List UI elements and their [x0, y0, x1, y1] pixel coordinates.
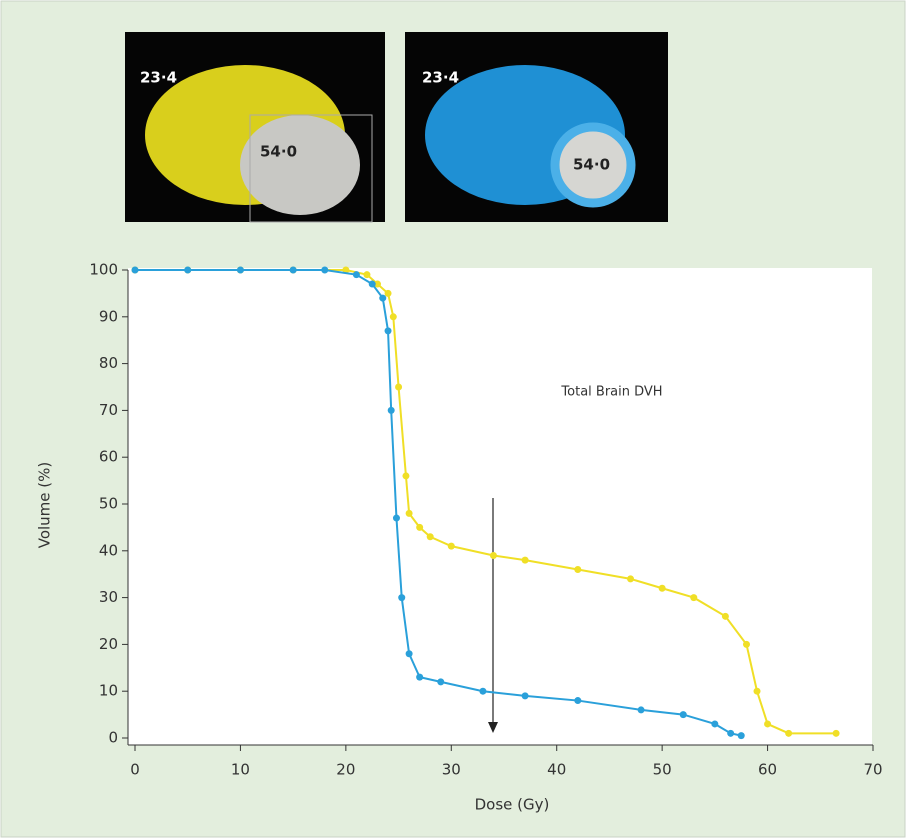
- x-axis-label: Dose (Gy): [475, 796, 550, 814]
- data-point: [427, 533, 434, 540]
- data-point: [290, 267, 297, 274]
- data-point: [743, 641, 750, 648]
- x-tick-label: 50: [653, 761, 672, 779]
- data-point: [416, 524, 423, 531]
- y-tick-label: 100: [89, 261, 118, 279]
- y-tick-label: 30: [99, 588, 118, 606]
- image-label: 54·0: [260, 143, 297, 161]
- data-point: [353, 271, 360, 278]
- data-point: [690, 594, 697, 601]
- data-point: [385, 290, 392, 297]
- image-label: 23·4: [140, 69, 177, 87]
- y-tick-label: 50: [99, 495, 118, 513]
- data-point: [416, 674, 423, 681]
- data-point: [574, 566, 581, 573]
- x-tick-label: 0: [130, 761, 140, 779]
- data-point: [390, 313, 397, 320]
- image-label: 23·4: [422, 69, 459, 87]
- plot-area: [128, 268, 872, 745]
- data-point: [627, 575, 634, 582]
- x-tick-label: 60: [758, 761, 777, 779]
- data-point: [522, 557, 529, 564]
- y-tick-label: 40: [99, 541, 118, 559]
- data-point: [490, 552, 497, 559]
- data-point: [406, 510, 413, 517]
- data-point: [363, 271, 370, 278]
- data-point: [522, 692, 529, 699]
- data-point: [738, 732, 745, 739]
- y-tick-label: 80: [99, 354, 118, 372]
- data-point: [406, 650, 413, 657]
- data-point: [448, 543, 455, 550]
- data-point: [638, 706, 645, 713]
- data-point: [764, 720, 771, 727]
- data-point: [385, 327, 392, 334]
- data-point: [402, 472, 409, 479]
- data-point: [237, 267, 244, 274]
- data-point: [711, 720, 718, 727]
- data-point: [132, 267, 139, 274]
- y-tick-label: 60: [99, 448, 118, 466]
- data-point: [574, 697, 581, 704]
- data-point: [321, 267, 328, 274]
- y-tick-label: 0: [108, 729, 118, 747]
- data-point: [659, 585, 666, 592]
- x-tick-label: 30: [442, 761, 461, 779]
- data-point: [395, 384, 402, 391]
- data-point: [398, 594, 405, 601]
- data-point: [785, 730, 792, 737]
- chart-annotation: Total Brain DVH: [560, 385, 662, 400]
- y-tick-label: 70: [99, 401, 118, 419]
- y-tick-label: 10: [99, 682, 118, 700]
- data-point: [479, 688, 486, 695]
- data-point: [833, 730, 840, 737]
- x-tick-label: 10: [231, 761, 250, 779]
- x-tick-label: 40: [547, 761, 566, 779]
- brain-image-right: 23·4 54·0: [405, 32, 668, 222]
- data-point: [379, 295, 386, 302]
- data-point: [754, 688, 761, 695]
- image-label: 54·0: [573, 156, 610, 174]
- data-point: [393, 515, 400, 522]
- figure: 23·4 54·0 23·4 54·0 Total Brain DVH Dose…: [0, 0, 906, 838]
- data-point: [369, 281, 376, 288]
- data-point: [388, 407, 395, 414]
- data-point: [680, 711, 687, 718]
- data-point: [184, 267, 191, 274]
- y-axis-label: Volume (%): [36, 462, 54, 549]
- data-point: [722, 613, 729, 620]
- y-tick-label: 90: [99, 307, 118, 325]
- brain-image-left: 23·4 54·0: [125, 32, 385, 222]
- x-tick-label: 70: [863, 761, 882, 779]
- y-tick-label: 20: [99, 635, 118, 653]
- x-tick-label: 20: [336, 761, 355, 779]
- data-point: [727, 730, 734, 737]
- data-point: [437, 678, 444, 685]
